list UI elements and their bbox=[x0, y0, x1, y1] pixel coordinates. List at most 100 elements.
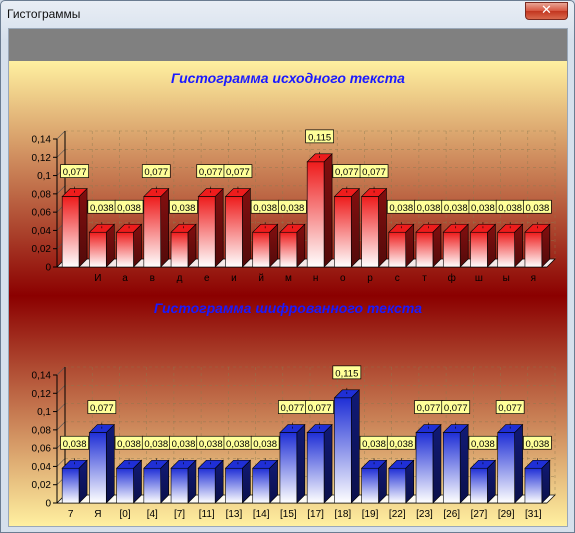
data-label: 0,115 bbox=[308, 132, 331, 143]
encrypted-text-histogram: Гистограмма шифрованного текста 0 0,02 0,04… bbox=[9, 296, 567, 526]
bar bbox=[360, 459, 388, 504]
y-tick-label: 0 bbox=[45, 263, 51, 274]
x-tick-label: [13] bbox=[226, 509, 243, 520]
data-label-box bbox=[495, 400, 525, 414]
bar-front bbox=[225, 196, 243, 268]
y-tick-label: 0 bbox=[45, 499, 51, 510]
bar-side bbox=[323, 153, 333, 268]
x-tick-label: [15] bbox=[280, 509, 297, 520]
x-tick-label: [22] bbox=[389, 509, 406, 520]
y-tick-label: 0,06 bbox=[32, 208, 52, 219]
x-tick-label: [26] bbox=[443, 509, 460, 520]
bar-side bbox=[105, 423, 115, 504]
x-tick-label: ф bbox=[448, 272, 456, 284]
data-label-box bbox=[169, 199, 198, 214]
grid-line-depth bbox=[56, 421, 66, 431]
bar bbox=[388, 223, 415, 268]
bar-side bbox=[514, 423, 523, 504]
bar-front bbox=[170, 231, 189, 268]
grid-line-depth bbox=[56, 149, 66, 158]
y-tick-label: 0,1 bbox=[37, 407, 51, 418]
y-tick-label: 0,04 bbox=[32, 226, 52, 237]
data-label: 0,077 bbox=[63, 167, 87, 178]
x-tick-label: [7] bbox=[174, 509, 185, 520]
data-label-box bbox=[305, 400, 334, 414]
data-label-box bbox=[223, 164, 253, 178]
bar bbox=[143, 187, 170, 268]
data-label: 0,038 bbox=[444, 203, 468, 214]
data-label: 0,038 bbox=[144, 439, 168, 450]
data-label: 0,038 bbox=[471, 439, 495, 450]
x-tick-label: [23] bbox=[416, 509, 433, 520]
bar-front bbox=[470, 467, 488, 504]
close-button[interactable]: ✕ bbox=[525, 2, 568, 20]
x-tick-label: е bbox=[204, 273, 210, 284]
data-label: 0,038 bbox=[226, 439, 250, 450]
x-tick-label: ш bbox=[475, 273, 483, 284]
x-tick-label: м bbox=[285, 273, 292, 284]
data-label-box bbox=[359, 164, 389, 178]
y-tick-label: 0,14 bbox=[32, 135, 52, 146]
data-label: 0,077 bbox=[90, 403, 114, 414]
data-label: 0,038 bbox=[253, 203, 277, 214]
x-tick-label: Я bbox=[94, 509, 101, 520]
title-bar[interactable]: Гистограммы ✕ bbox=[1, 1, 574, 27]
data-label: 0,038 bbox=[471, 203, 495, 214]
data-label: 0,038 bbox=[172, 203, 196, 214]
bar-front bbox=[524, 467, 543, 504]
bar-front bbox=[361, 196, 379, 268]
data-label: 0,038 bbox=[362, 439, 386, 450]
bar-front bbox=[61, 196, 80, 268]
data-label: 0,077 bbox=[335, 167, 359, 178]
data-label: 0,038 bbox=[389, 439, 413, 450]
x-tick-label: н bbox=[313, 273, 319, 284]
bar-front bbox=[279, 231, 298, 268]
x-tick-label: о bbox=[340, 273, 346, 284]
data-label: 0,077 bbox=[444, 403, 468, 414]
bar-side bbox=[350, 389, 360, 504]
x-tick-label: я bbox=[531, 273, 536, 284]
x-tick-label: [4] bbox=[147, 509, 158, 520]
grid-line-depth bbox=[56, 458, 66, 467]
bar bbox=[388, 459, 415, 504]
bar-front bbox=[415, 432, 434, 504]
bar bbox=[279, 423, 306, 504]
bar-front bbox=[497, 432, 515, 504]
data-label-box bbox=[305, 129, 334, 144]
data-label: 0,038 bbox=[117, 203, 141, 214]
bar-front bbox=[170, 467, 189, 504]
y-tick-label: 0,02 bbox=[32, 244, 52, 255]
x-tick-label: [29] bbox=[498, 509, 515, 520]
x-tick-label: ы bbox=[503, 273, 510, 284]
data-label-box bbox=[468, 435, 498, 450]
grid-line-depth bbox=[56, 385, 66, 394]
bar-front bbox=[89, 231, 107, 268]
bar-front bbox=[89, 432, 107, 504]
x-tick-label: И bbox=[94, 273, 101, 284]
y-tick-label: 0,12 bbox=[32, 153, 52, 164]
bar bbox=[252, 459, 279, 504]
bar bbox=[333, 389, 360, 504]
bar bbox=[360, 187, 388, 268]
x-tick-label: и bbox=[231, 273, 237, 284]
bar bbox=[252, 223, 279, 268]
data-label: 0,038 bbox=[525, 439, 549, 450]
data-label: 0,038 bbox=[90, 203, 114, 214]
bar bbox=[170, 223, 197, 268]
bar-front bbox=[197, 196, 216, 268]
x-tick-label: а bbox=[122, 273, 128, 284]
x-tick-label: [18] bbox=[334, 509, 351, 520]
bar bbox=[524, 459, 551, 504]
bar-front bbox=[143, 467, 162, 504]
data-label: 0,038 bbox=[280, 203, 304, 214]
grid-line-depth bbox=[56, 366, 66, 376]
y-tick-label: 0,1 bbox=[37, 171, 51, 182]
x-tick-label: й bbox=[258, 273, 264, 284]
bar-front bbox=[497, 231, 515, 268]
data-label: 0,038 bbox=[417, 203, 441, 214]
bar-side bbox=[378, 187, 387, 268]
bar bbox=[469, 223, 497, 268]
bar-front bbox=[116, 467, 134, 504]
bar bbox=[88, 423, 115, 504]
client-area: Гистограмма исходного текста 0 0,02 0,04 0,0… bbox=[8, 28, 568, 527]
